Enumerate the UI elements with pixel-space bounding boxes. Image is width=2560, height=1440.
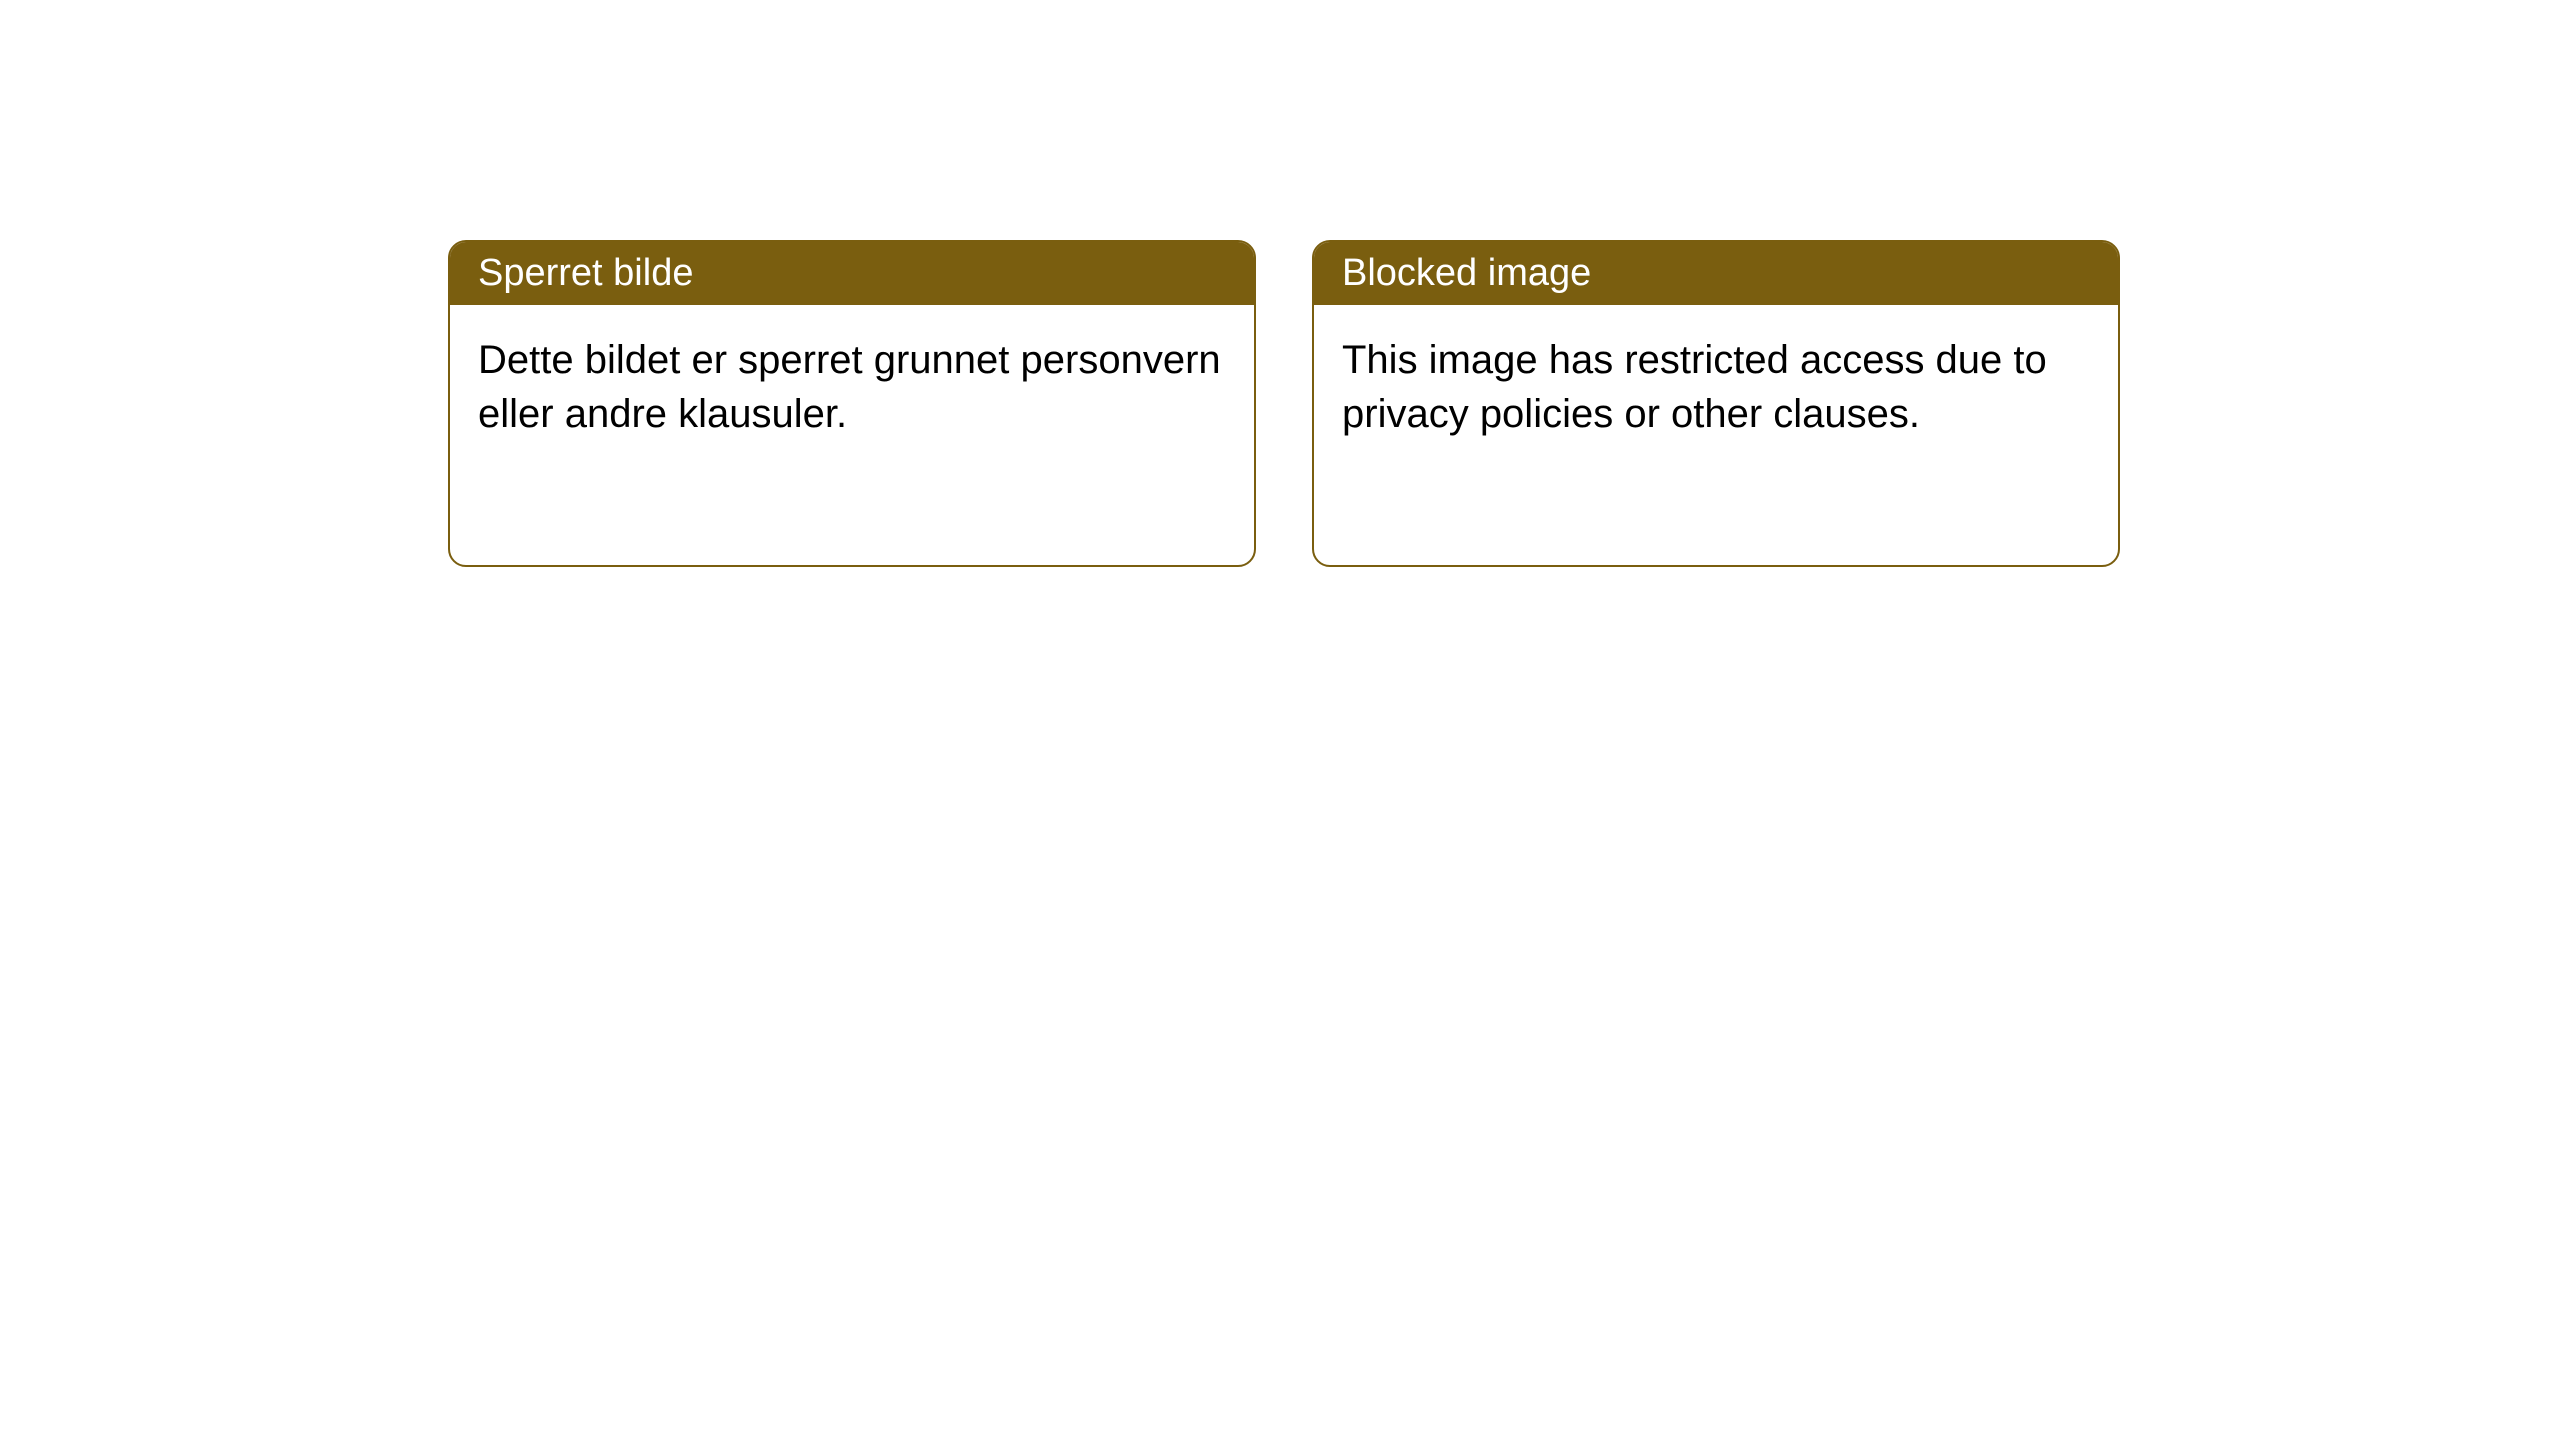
card-title: Blocked image xyxy=(1342,252,1591,294)
card-title: Sperret bilde xyxy=(478,252,693,294)
card-body-text: Dette bildet er sperret grunnet personve… xyxy=(478,338,1221,436)
card-body-text: This image has restricted access due to … xyxy=(1342,338,2047,436)
notice-card-norwegian: Sperret bilde Dette bildet er sperret gr… xyxy=(448,240,1256,567)
notice-container: Sperret bilde Dette bildet er sperret gr… xyxy=(448,240,2120,567)
card-body: This image has restricted access due to … xyxy=(1314,305,2118,565)
card-body: Dette bildet er sperret grunnet personve… xyxy=(450,305,1254,565)
card-header: Blocked image xyxy=(1314,242,2118,305)
notice-card-english: Blocked image This image has restricted … xyxy=(1312,240,2120,567)
card-header: Sperret bilde xyxy=(450,242,1254,305)
